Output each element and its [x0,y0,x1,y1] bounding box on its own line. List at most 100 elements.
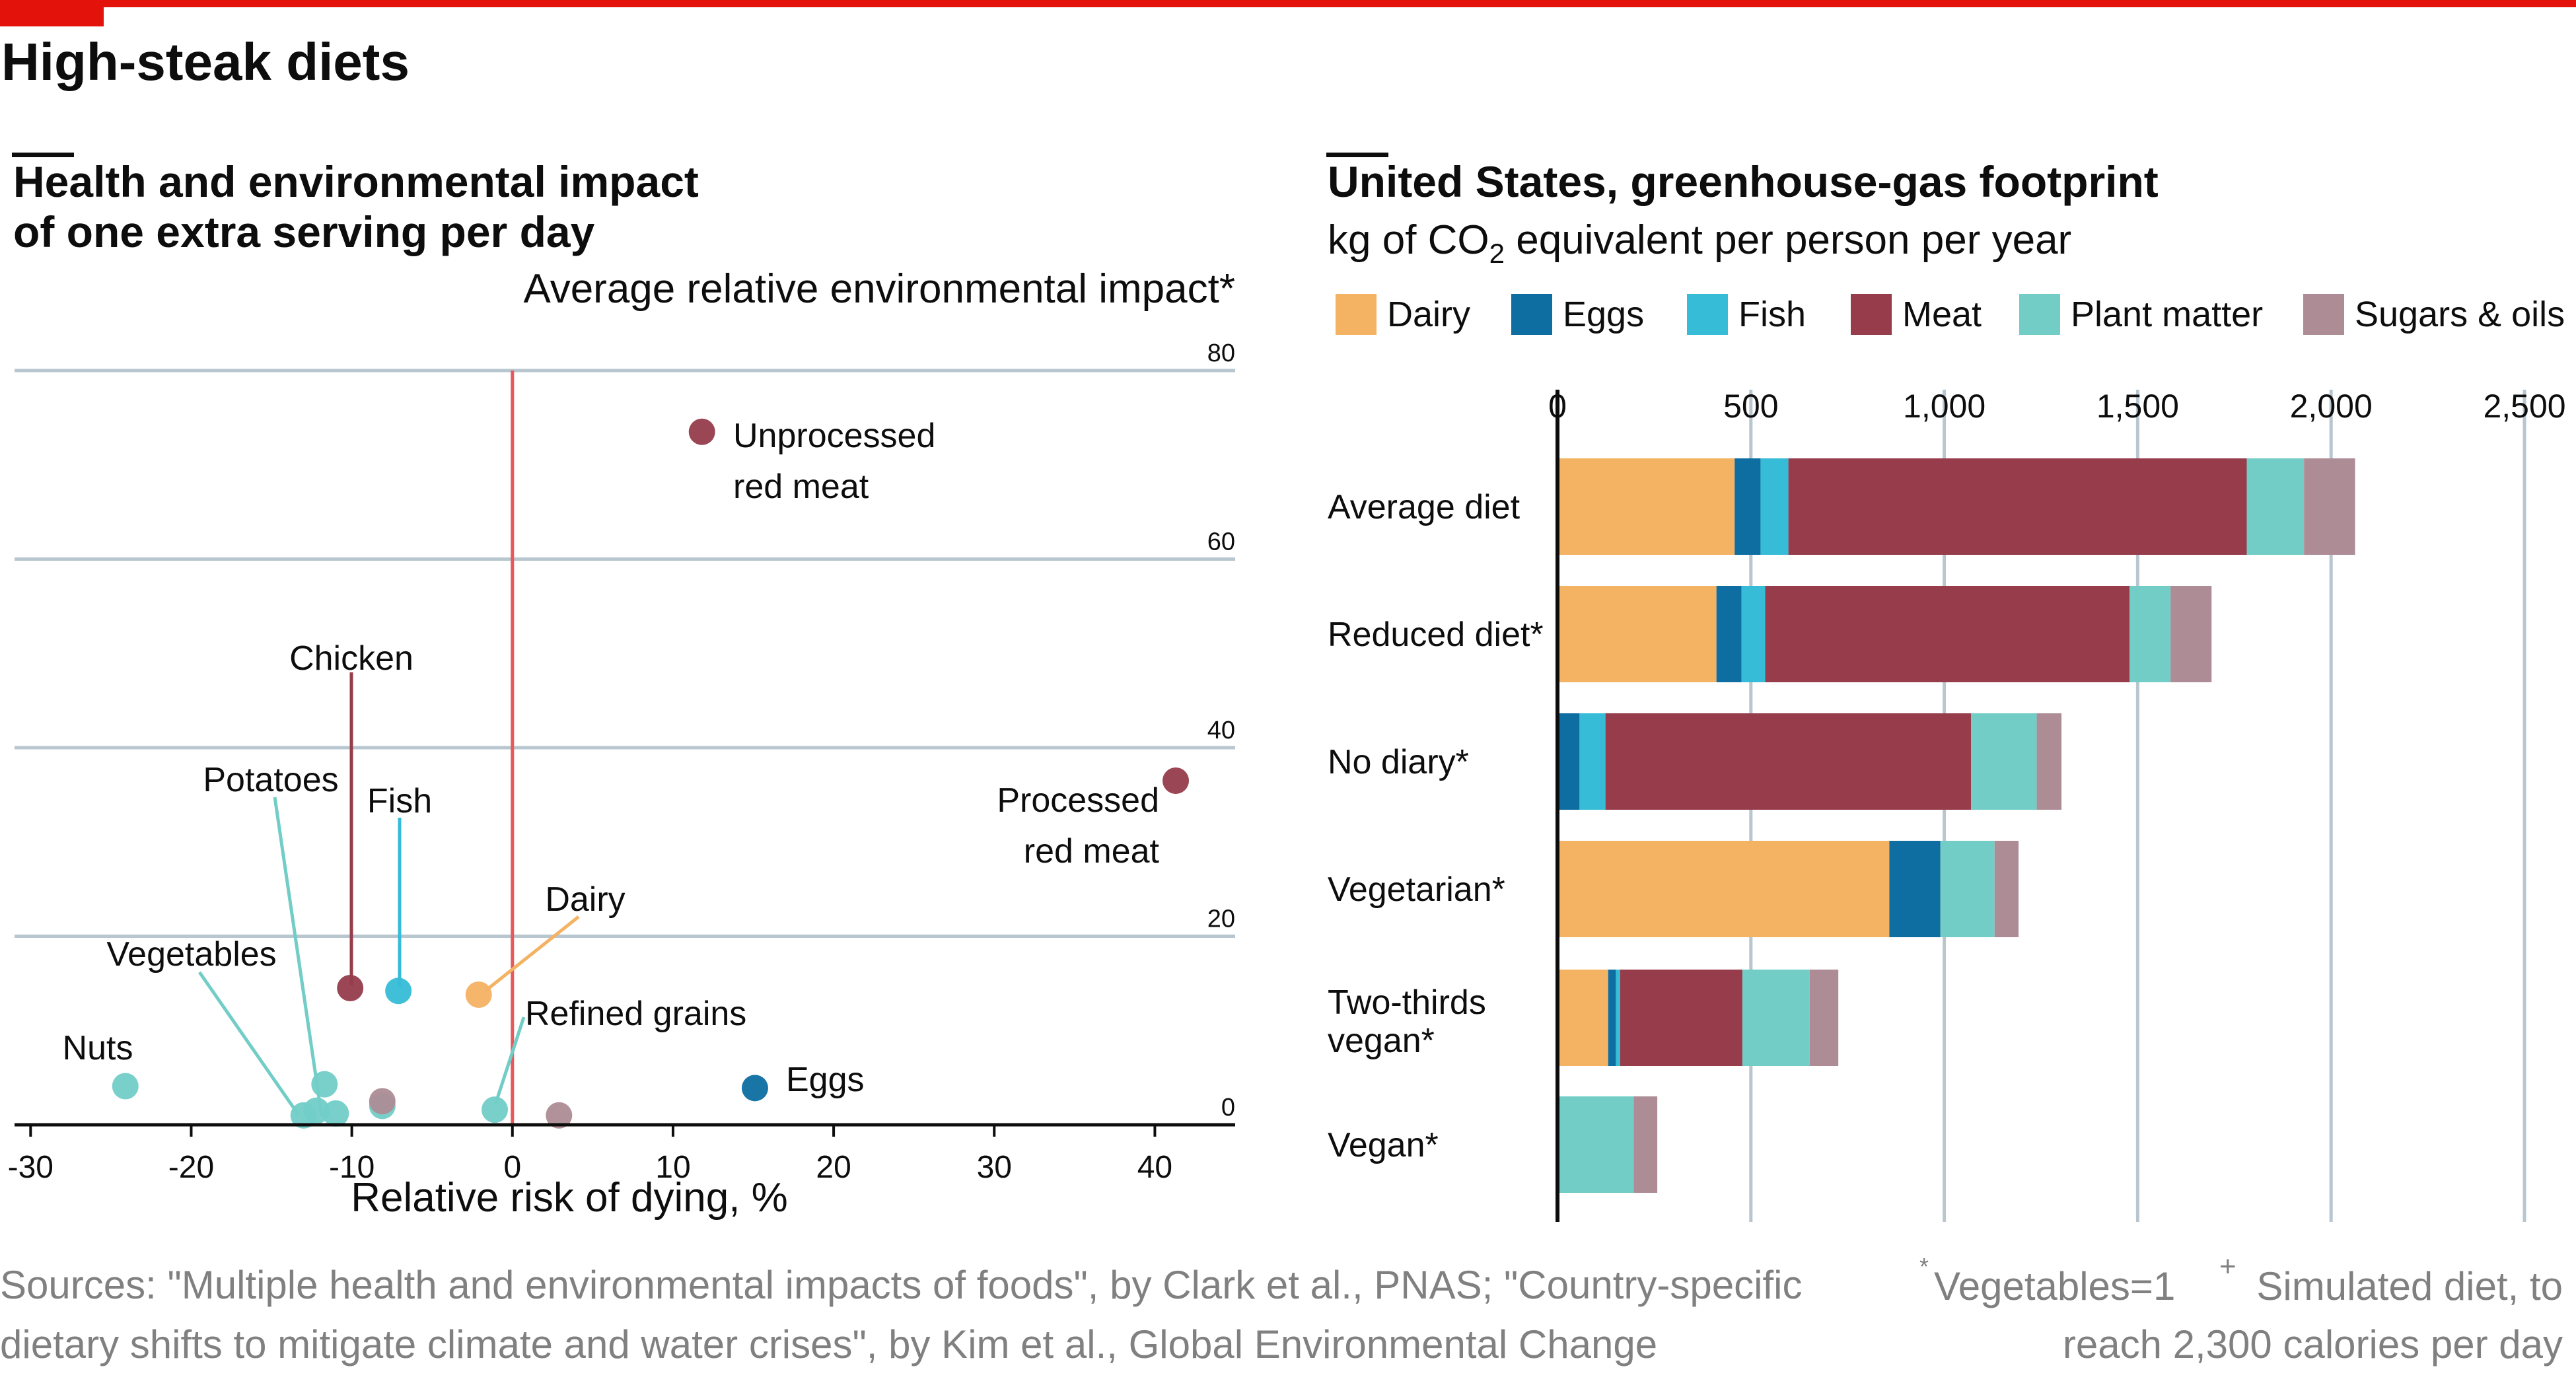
point-fish [385,978,412,1005]
bar-two-thirds-vegan-fish [1616,970,1620,1066]
bar-x-tick-2-000: 2,000 [2290,388,2373,425]
bar-reduced-diet-dairy [1557,586,1717,682]
scatter-points [112,418,1190,1129]
label-nuts: Nuts [63,1029,133,1067]
left-title-rule [12,153,74,157]
legend-label-meat: Meat [1902,295,1982,334]
bar-two-thirds-vegan-sugars-oils [1809,970,1839,1066]
right-title-rule [1326,153,1388,157]
scatter-x-axis-label: Relative risk of dying, % [351,1175,788,1221]
bar-x-tick-500: 500 [1723,388,1778,425]
bar-segments [1557,458,2355,1193]
sources-line-1: Sources: "Multiple health and environmen… [0,1263,1802,1307]
legend-swatch-fish [1687,294,1728,335]
scatter-title-line2: of one extra serving per day [13,207,595,256]
bar-vegan-plant-matter [1557,1096,1634,1193]
legend-swatch-plant-matter [2019,294,2060,335]
bar-vegetarian-sugars-oils [1994,841,2019,937]
bar-reduced-diet-fish [1741,586,1766,682]
label-chicken: Chicken [289,639,413,678]
bar-two-thirds-vegan-plant-matter [1742,970,1810,1066]
scatter-x-tick-0: 0 [503,1150,521,1185]
note-simulated-line2: reach 2,300 calories per day [2063,1322,2563,1367]
point-potatoes [311,1071,338,1098]
scatter-x-tick-20: -20 [168,1150,214,1185]
bar-legend: Dairy Eggs Fish Meat Plant matter Sugars & oi… [1336,294,2565,335]
label-processed-red-meat-line1: Processed [997,781,1159,820]
scatter-y-tick-60: 60 [1207,528,1235,556]
point-unprocessed-red-meat [688,418,715,445]
leader-potatoes [273,797,324,1117]
bar-average-diet-plant-matter [2246,458,2305,555]
label-unprocessed-red-meat-line1: Unprocessed [733,417,935,455]
bar-average-diet-dairy [1557,458,1735,555]
bar-two-thirds-vegan-dairy [1557,970,1608,1066]
bar-x-tick-1-000: 1,000 [1903,388,1986,425]
bar-average-diet-fish [1760,458,1789,555]
top-rule [0,0,2576,7]
sources-line-2: dietary shifts to mitigate climate and w… [0,1322,1657,1367]
scatter-x-tick-10: 10 [655,1150,690,1185]
scatter-x-tick-30: 30 [977,1150,1012,1185]
point-unlabelled-10 [322,1100,349,1127]
legend-swatch-dairy [1336,294,1377,335]
scatter-point-labels: Unprocessed red meat Processed red meat Chic… [63,417,1160,1099]
page-title: High-steak diets [1,32,410,91]
scatter-y-tick-20: 20 [1207,906,1235,933]
bar-no-diary-plant-matter [1971,713,2037,810]
scatter-x-tick-20: 20 [816,1150,851,1185]
bar-no-diary-meat [1605,713,1972,810]
bar-no-diary-sugars-oils [2036,713,2062,810]
note-plus: + [2219,1250,2236,1283]
bar-two-thirds-vegan-eggs [1608,970,1616,1066]
bar-reduced-diet-meat [1765,586,2130,682]
bar-category-labels: Average diet Reduced diet* No diary* Vegeta… [1328,488,1544,1164]
label-dairy: Dairy [545,880,625,919]
bar-two-thirds-vegan-meat [1620,970,1742,1066]
legend-swatch-meat [1851,294,1892,335]
scatter-gridlines: 80 60 40 20 0 [15,339,1235,1121]
point-processed-red-meat [1163,767,1190,794]
scatter-x-tick-10: -10 [329,1150,375,1185]
scatter-x-tick-40: 40 [1137,1150,1172,1185]
scatter-x-axis: -30 -20 -10 0 10 20 30 40 [8,1123,1235,1185]
category-label-vegan: Vegan* [1328,1126,1439,1164]
legend-swatch-eggs [1511,294,1552,335]
bar-reduced-diet-plant-matter [2129,586,2171,682]
bar-average-diet-meat [1788,458,2247,555]
bar-vegan-sugars-oils [1633,1096,1658,1193]
scatter-title-line1: Health and environmental impact [13,157,699,206]
scatter-y-tick-80: 80 [1207,339,1235,367]
point-unlabelled-9 [303,1097,330,1124]
scatter-chart: Health and environmental impact of one e… [8,153,1235,1221]
point-eggs [741,1075,768,1102]
legend-label-sugars-oils: Sugars & oils [2355,295,2565,334]
bar-vegetarian-plant-matter [1940,841,1995,937]
bar-chart-subtitle: kg of CO2 equivalent per person per year [1328,217,2071,269]
label-unprocessed-red-meat-line2: red meat [733,468,869,506]
bar-chart: United States, greenhouse-gas footprint … [1326,153,2566,1222]
point-nuts [112,1073,139,1100]
scatter-y-tick-40: 40 [1207,717,1235,744]
point-unlabelled-12 [369,1088,396,1115]
note-simulated: Simulated diet, to [2256,1264,2563,1308]
category-label-two-thirds-vegan-line1: Two-thirds [1328,983,1486,1022]
category-label-vegetarian: Vegetarian* [1328,871,1505,909]
legend-label-plant-matter: Plant matter [2071,295,2263,334]
scatter-leader-lines [197,672,580,1117]
bar-no-diary-eggs [1557,713,1580,810]
label-refined-grains: Refined grains [525,995,746,1033]
bar-vegetarian-dairy [1557,841,1890,937]
scatter-x-tick-30: -30 [8,1150,54,1185]
bar-x-tick-2-500: 2,500 [2483,388,2565,425]
point-dairy [465,981,492,1009]
label-vegetables: Vegetables [106,935,276,974]
leader-vegetables [197,971,301,1116]
bar-average-diet-sugars-oils [2304,458,2355,555]
label-potatoes: Potatoes [203,761,338,799]
leader-refined-grains [493,1016,526,1105]
category-label-two-thirds-vegan-line2: vegan* [1328,1022,1435,1060]
scatter-y-axis-label: Average relative environmental impact* [523,266,1235,312]
footer: Sources: "Multiple health and environmen… [0,1250,2563,1367]
